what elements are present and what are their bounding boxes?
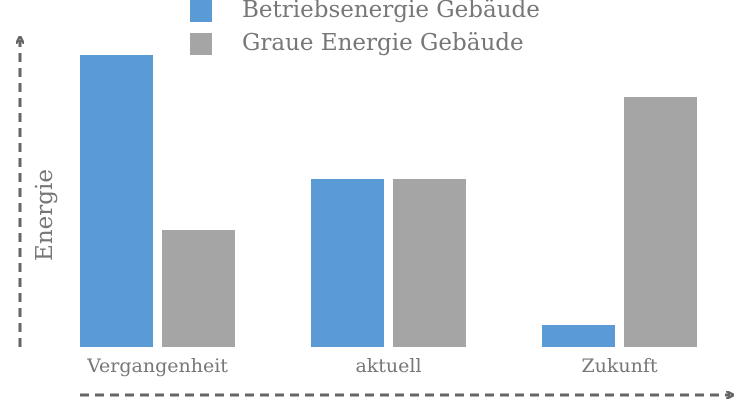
bar	[311, 179, 384, 347]
x-tick-label: Vergangenheit	[86, 355, 228, 377]
legend-swatch	[190, 33, 212, 55]
x-tick-label: aktuell	[355, 355, 421, 377]
y-axis-label: Energie	[32, 169, 58, 261]
x-tick-label: Zukunft	[581, 355, 657, 377]
bar	[162, 230, 235, 347]
legend-text: Graue Energie Gebäude	[242, 30, 524, 56]
bar	[393, 179, 466, 347]
bar	[542, 325, 615, 347]
legend-text: Betriebsenergie Gebäude	[242, 0, 540, 23]
legend-swatch	[190, 0, 212, 22]
bar	[80, 55, 153, 347]
bar	[624, 97, 697, 347]
